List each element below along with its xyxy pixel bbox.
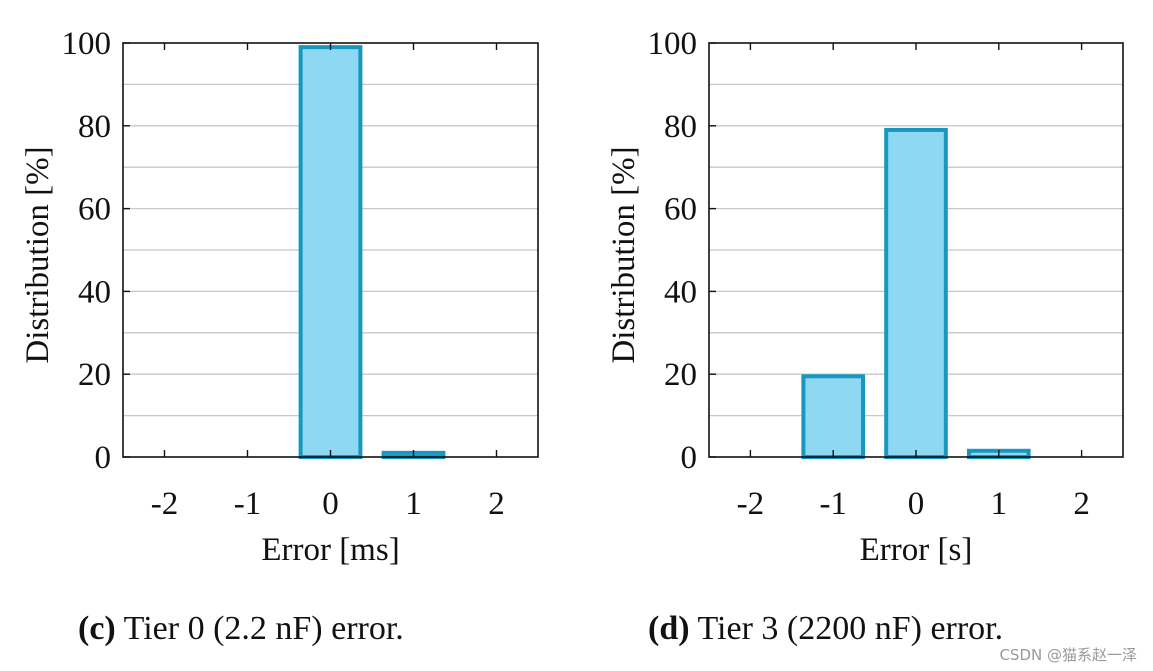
chart-tier3: 0 20 40 60 80 100 -2 -1 0 1 2 Error [s] Distribution… [606,26,1124,568]
chart-tier0: 0 20 40 60 80 100 -2 -1 0 1 2 Error [ms] Distributio… [20,26,539,568]
x-tick-label: 2 [1073,486,1090,522]
y-tick-label: 20 [664,357,697,393]
y-tick-label: 80 [78,109,111,145]
x-tick-label: 2 [488,486,505,522]
y-tick-label: 100 [648,26,698,62]
caption-d-text: Tier 3 (2200 nF) error. [697,610,1004,647]
y-tick-label: 20 [78,357,111,393]
x-tick-label: -1 [234,486,262,522]
x-tick-label: 0 [322,486,339,522]
bar--1 [801,374,866,459]
bar-0 [298,45,363,459]
caption-d: (d) Tier 3 (2200 nF) error. [648,610,1003,648]
caption-c: (c) Tier 0 (2.2 nF) error. [78,610,404,648]
x-tick-label: -2 [151,486,179,522]
y-axis-label: Distribution [%] [20,146,56,363]
y-tick-label: 80 [664,109,697,145]
y-tick-label: 40 [78,274,111,310]
caption-d-label: (d) [648,610,690,647]
caption-c-label: (c) [78,610,116,647]
y-tick-label: 100 [62,26,112,62]
x-tick-label: -1 [819,486,847,522]
y-tick-label: 60 [78,192,111,228]
caption-c-text: Tier 0 (2.2 nF) error. [123,610,404,647]
x-axis-label: Error [ms] [261,532,399,568]
x-axis-label: Error [s] [860,532,973,568]
y-axis-label: Distribution [%] [606,146,642,363]
y-tick-label: 40 [664,274,697,310]
x-tick-label: 1 [405,486,422,522]
x-tick-label: 1 [991,486,1008,522]
x-tick-label: 0 [908,486,925,522]
bar-0 [884,127,948,459]
watermark: CSDN @猫系赵一泽 [999,646,1137,664]
y-tick-label: 60 [664,192,697,228]
y-tick-label: 0 [681,440,698,476]
x-tick-label: -2 [737,486,765,522]
y-tick-label: 0 [95,440,112,476]
